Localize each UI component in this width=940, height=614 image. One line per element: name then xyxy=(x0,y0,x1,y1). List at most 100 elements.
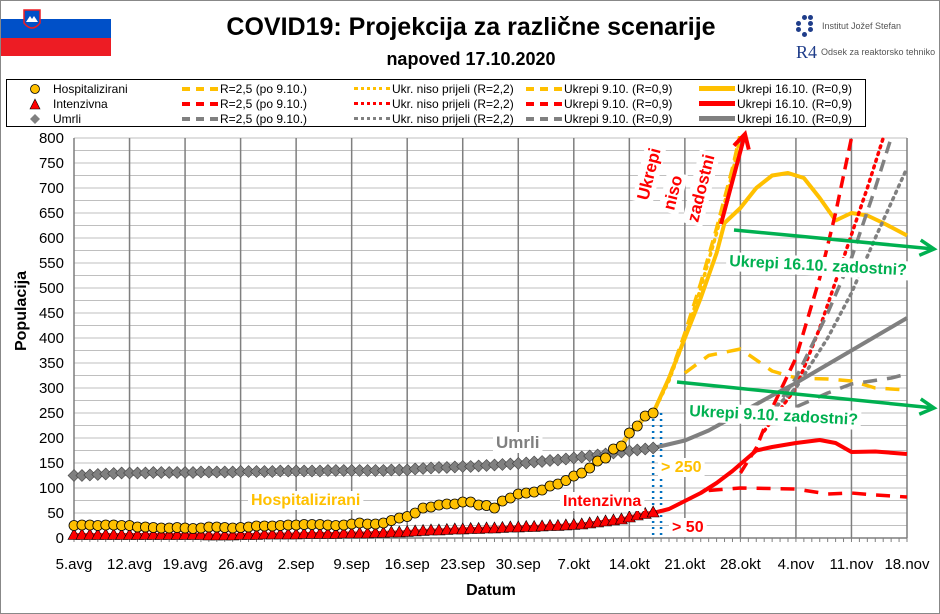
measures-1610-label-bg xyxy=(725,251,911,281)
y-tick-label: 650 xyxy=(39,205,64,222)
legend-item: Ukrepi 16.10. (R=0,9) xyxy=(699,96,852,111)
x-tick-label: 4.nov xyxy=(778,556,815,573)
icu-point xyxy=(297,526,311,539)
icu-point xyxy=(384,525,398,538)
legend-item: Ukrepi 9.10. (R=0,9) xyxy=(526,111,672,126)
icu-point xyxy=(186,527,200,540)
hospitalized-label: Hospitalizirani xyxy=(251,492,360,509)
ijs-logo-icon xyxy=(796,15,818,37)
x-tick-label: 5.avg xyxy=(56,556,93,573)
icu-point xyxy=(313,526,327,539)
projection-line xyxy=(770,137,893,414)
x-tick-label: 19.avg xyxy=(163,556,208,573)
legend-item: Ukrepi 16.10. (R=0,9) xyxy=(699,111,852,126)
icu-point xyxy=(464,521,478,534)
y-tick-label: 50 xyxy=(47,505,64,522)
icu-point xyxy=(503,520,517,533)
legend-item: Ukr. niso prijeli (R=2,2) xyxy=(354,111,514,126)
icu-point xyxy=(424,523,438,536)
legend-label: Ukr. niso prijeli (R=2,2) xyxy=(392,81,514,96)
projection-line xyxy=(652,438,908,515)
icu-point xyxy=(75,527,89,540)
x-tick-label: 11.nov xyxy=(829,556,873,573)
icu-point xyxy=(154,527,168,540)
legend-item: Ukr. niso prijeli (R=2,2) xyxy=(354,81,514,96)
not-sufficient-label-bg xyxy=(631,142,667,206)
icu-point xyxy=(281,527,295,540)
legend-item: Ukrepi 9.10. (R=0,9) xyxy=(526,81,672,96)
icu-point xyxy=(162,527,176,540)
icu-point xyxy=(368,525,382,538)
icu-point xyxy=(178,527,192,540)
projection-line xyxy=(652,316,909,450)
x-tick-label: 2.sep xyxy=(278,556,315,573)
icu-point xyxy=(353,526,367,539)
projection-line xyxy=(738,137,854,474)
icu-point xyxy=(138,527,152,540)
icu-point xyxy=(83,527,97,540)
legend-line-swatch xyxy=(526,86,562,91)
icu-point xyxy=(123,527,137,540)
legend-label: Ukrepi 9.10. (R=0,9) xyxy=(564,96,673,111)
x-tick-label: 9.sep xyxy=(333,556,370,573)
icu-point xyxy=(519,519,533,532)
coat-of-arms-icon xyxy=(23,9,41,29)
y-tick-label: 350 xyxy=(39,355,64,372)
icu-point xyxy=(91,527,105,540)
legend-line-swatch xyxy=(354,87,390,90)
legend-label: Ukrepi 16.10. (R=0,9) xyxy=(737,111,853,126)
icu-point xyxy=(265,527,279,540)
umrli-label-bg xyxy=(493,432,543,453)
legend-line-swatch xyxy=(699,86,735,91)
legend-line-swatch xyxy=(182,116,218,121)
icu-point xyxy=(257,527,271,540)
legend-line-swatch xyxy=(354,102,390,105)
legend-line-swatch xyxy=(699,116,735,121)
hospitalized-point xyxy=(489,502,500,514)
icu-point xyxy=(345,526,359,539)
icu-point xyxy=(99,527,113,540)
legend-label: R=2,5 (po 9.10.) xyxy=(220,111,308,126)
gt50-label-bg xyxy=(669,518,707,537)
legend-label: Intenzivna xyxy=(53,96,108,111)
legend-label: Ukrepi 9.10. (R=0,9) xyxy=(564,81,673,96)
icu-point xyxy=(321,526,335,539)
legend-label: Ukrepi 16.10. (R=0,9) xyxy=(737,96,853,111)
legend-item: R=2,5 (po 9.10.) xyxy=(182,81,307,96)
chart-title: COVID19: Projekcija za različne scenarij… xyxy=(226,13,716,41)
x-tick-label: 26.avg xyxy=(218,556,263,573)
legend-item: Ukr. niso prijeli (R=2,2) xyxy=(354,96,514,111)
legend-label: Ukr. niso prijeli (R=2,2) xyxy=(392,96,514,111)
icu-point xyxy=(218,528,232,541)
legend-line-swatch xyxy=(182,86,218,91)
legend-item: R=2,5 (po 9.10.) xyxy=(182,111,307,126)
hospitalized-point xyxy=(584,462,596,474)
y-tick-label: 300 xyxy=(39,380,64,397)
r4-logo-icon: R4 xyxy=(796,41,818,62)
y-tick-label: 200 xyxy=(39,430,64,447)
icu-point xyxy=(242,527,256,540)
triangle-marker-icon xyxy=(29,97,41,109)
icu-point xyxy=(202,528,216,541)
hospitalized-point xyxy=(616,440,627,452)
icu-point xyxy=(448,522,462,535)
y-tick-label: 0 xyxy=(56,530,64,547)
institute-logo: Institut Jožef Stefan R4 Odsek za reaktor… xyxy=(796,13,936,65)
diamond-marker-icon xyxy=(30,113,40,124)
y-tick-label: 800 xyxy=(39,130,64,147)
not-sufficient-label-bg xyxy=(681,149,721,228)
legend-line-swatch xyxy=(354,117,390,120)
legend-label: Ukr. niso prijeli (R=2,2) xyxy=(392,111,514,126)
x-tick-label: 23.sep xyxy=(440,556,485,573)
gt50-label: > 50 xyxy=(672,519,704,536)
y-tick-label: 450 xyxy=(39,305,64,322)
green-arrow-910-icon xyxy=(676,380,935,410)
red-arrow-icon xyxy=(719,133,747,225)
projection-line xyxy=(708,486,908,499)
y-axis-title: Populacija xyxy=(13,271,30,351)
x-tick-label: 7.okt xyxy=(558,556,591,573)
legend-label: Hospitalizirani xyxy=(53,81,128,96)
icu-point xyxy=(273,527,287,540)
